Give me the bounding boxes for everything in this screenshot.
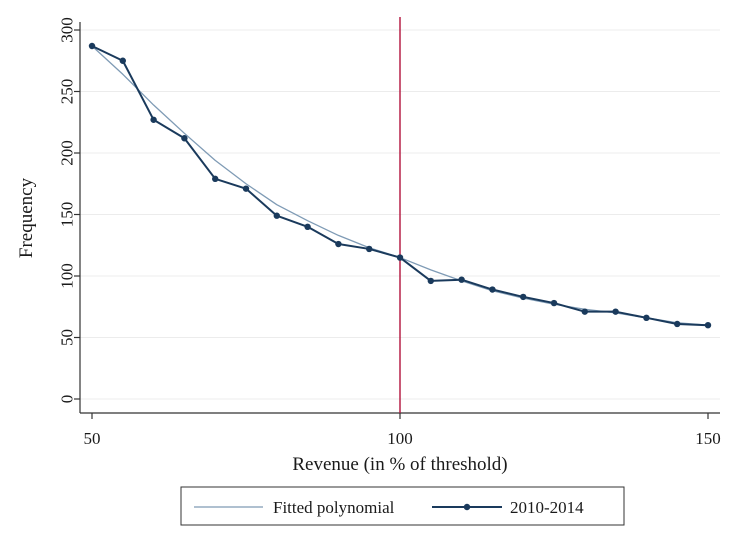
data-point-2010-2014-125 — [550, 299, 558, 307]
y-tick-label-200: 200 — [58, 140, 77, 166]
gridlines — [74, 29, 720, 419]
data-point-2010-2014-55 — [119, 57, 127, 64]
data-point-2010-2014-130 — [581, 308, 588, 315]
data-point-2010-2014-60 — [150, 116, 157, 123]
legend-label-fitted-polynomial: Fitted polynomial — [273, 498, 395, 517]
data-point-2010-2014-75 — [242, 185, 250, 192]
legend-marker-2010-2014 — [463, 503, 471, 511]
data-point-2010-2014-100 — [396, 254, 404, 261]
x-tick-label-100: 100 — [387, 429, 413, 448]
data-point-2010-2014-95 — [366, 245, 373, 253]
y-tick-label-250: 250 — [58, 79, 77, 105]
x-tick-label-150: 150 — [695, 429, 721, 448]
data-point-2010-2014-145 — [674, 320, 681, 328]
legend-box — [180, 486, 625, 526]
data-point-2010-2014-70 — [212, 175, 219, 183]
y-tick-label-50: 50 — [58, 329, 77, 346]
tick-labels: 0 50 100 150 200 250 300 50 100 150 — [58, 17, 721, 448]
data-point-2010-2014-135 — [612, 308, 619, 315]
y-axis-title: Frequency — [16, 177, 37, 258]
data-point-2010-2014-140 — [643, 314, 650, 322]
data-point-2010-2014-90 — [335, 240, 342, 248]
legend: Fitted polynomial 2010-2014 — [180, 486, 625, 526]
data-point-2010-2014-80 — [273, 212, 280, 219]
x-axis-title: Revenue (in % of threshold) — [292, 454, 507, 475]
y-tick-label-0: 0 — [58, 395, 77, 404]
data-point-2010-2014-120 — [520, 293, 527, 301]
y-tick-label-150: 150 — [58, 202, 77, 228]
y-tick-label-300: 300 — [58, 17, 77, 43]
legend-label-2010-2014: 2010-2014 — [510, 498, 584, 517]
y-tick-label-100: 100 — [58, 263, 77, 289]
data-point-2010-2014-110 — [458, 276, 465, 283]
data-point-2010-2014-50 — [88, 42, 96, 50]
series-group — [88, 42, 712, 329]
data-point-2010-2014-115 — [489, 286, 496, 293]
data-point-2010-2014-150 — [704, 322, 712, 329]
data-point-2010-2014-85 — [304, 223, 311, 230]
data-point-2010-2014-105 — [427, 277, 434, 285]
x-tick-label-50: 50 — [84, 429, 101, 448]
data-point-2010-2014-65 — [181, 135, 188, 142]
